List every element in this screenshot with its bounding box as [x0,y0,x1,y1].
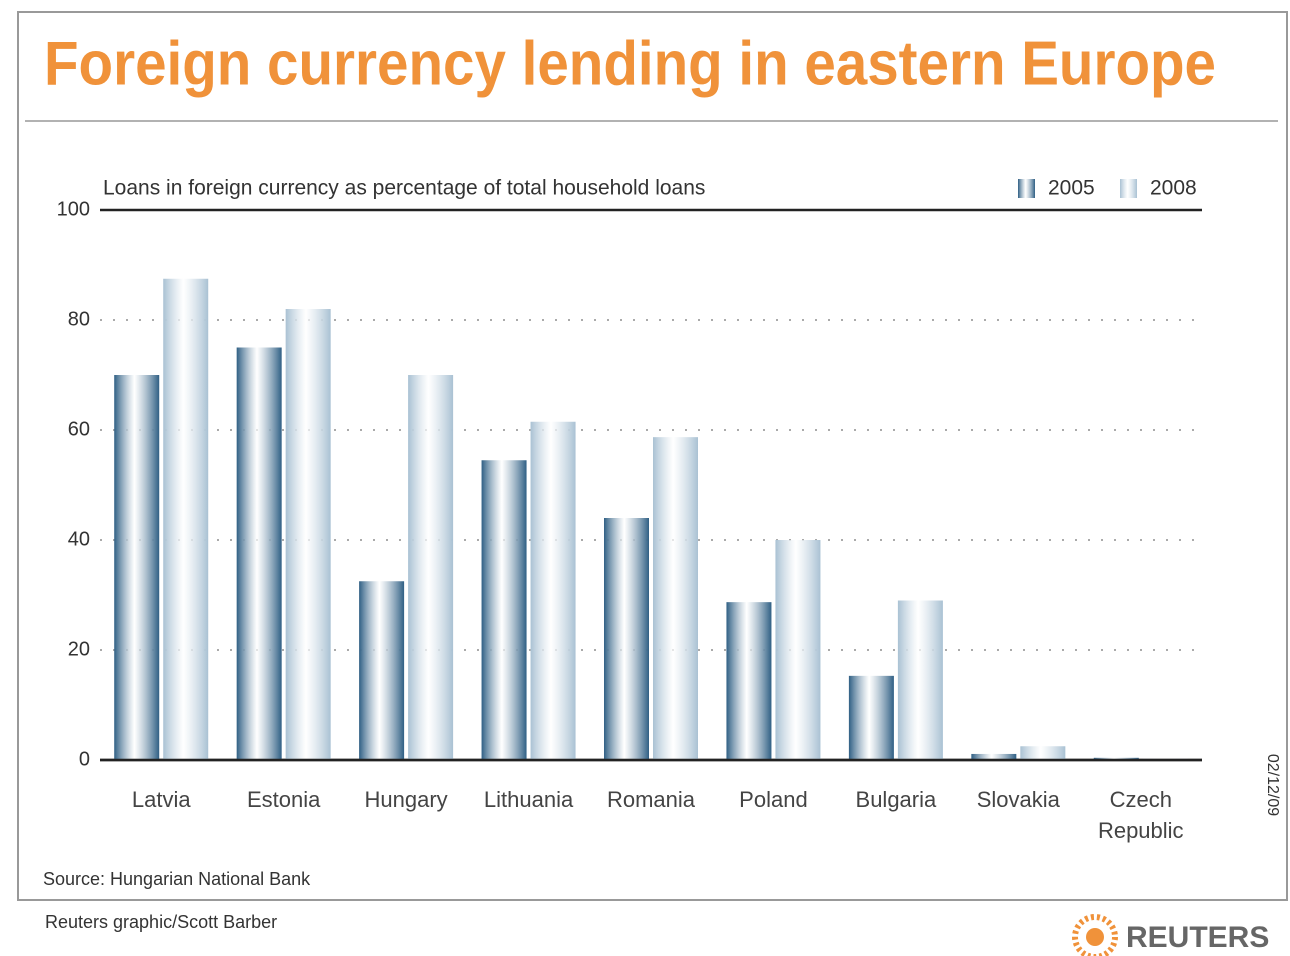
y-tick-label: 80 [68,308,90,330]
bar [163,278,209,760]
x-tick-label: Bulgaria [855,787,937,812]
bar [481,460,527,760]
y-tick-label: 0 [79,748,90,770]
x-tick-label: Slovakia [976,787,1060,812]
logo-icon [1072,914,1118,956]
bar [236,347,282,760]
source: Source: Hungarian National Bank [43,869,311,889]
chart-title: Foreign currency lending in eastern Euro… [44,29,1216,98]
x-tick-label: Czech Republic [1097,787,1184,843]
y-tick-label: 100 [57,198,90,220]
legend-swatch [1120,179,1137,198]
bar [114,375,160,760]
x-tick-label: Estonia [246,787,321,812]
x-tick-label: Poland [739,787,808,812]
bar [1020,746,1066,760]
y-tick-label: 60 [68,418,90,440]
bar [408,375,454,760]
legend-label: 2005 [1048,177,1095,200]
bar [359,581,405,760]
bar [285,309,331,760]
bar [897,600,943,760]
brand: REUTERS [1126,921,1269,954]
x-tick-label: Romania [606,787,696,812]
x-tick-label: Hungary [364,787,448,812]
bar [971,753,1017,760]
bar [848,675,894,760]
y-tick-label: 20 [68,638,90,660]
legend-label: 2008 [1150,177,1197,200]
bar [653,437,698,760]
credit: Reuters graphic/Scott Barber [45,912,277,932]
x-tick-label: Latvia [131,787,191,812]
bar [726,602,772,760]
x-tick-label: Lithuania [483,787,574,812]
date: 02/12/09 [1264,754,1281,816]
y-tick-label: 40 [68,528,90,550]
legend-swatch [1018,179,1035,198]
bar [775,540,821,760]
bar [604,518,649,760]
subtitle: Loans in foreign currency as percentage … [103,177,705,200]
bar [530,421,576,760]
frame [17,11,1288,901]
